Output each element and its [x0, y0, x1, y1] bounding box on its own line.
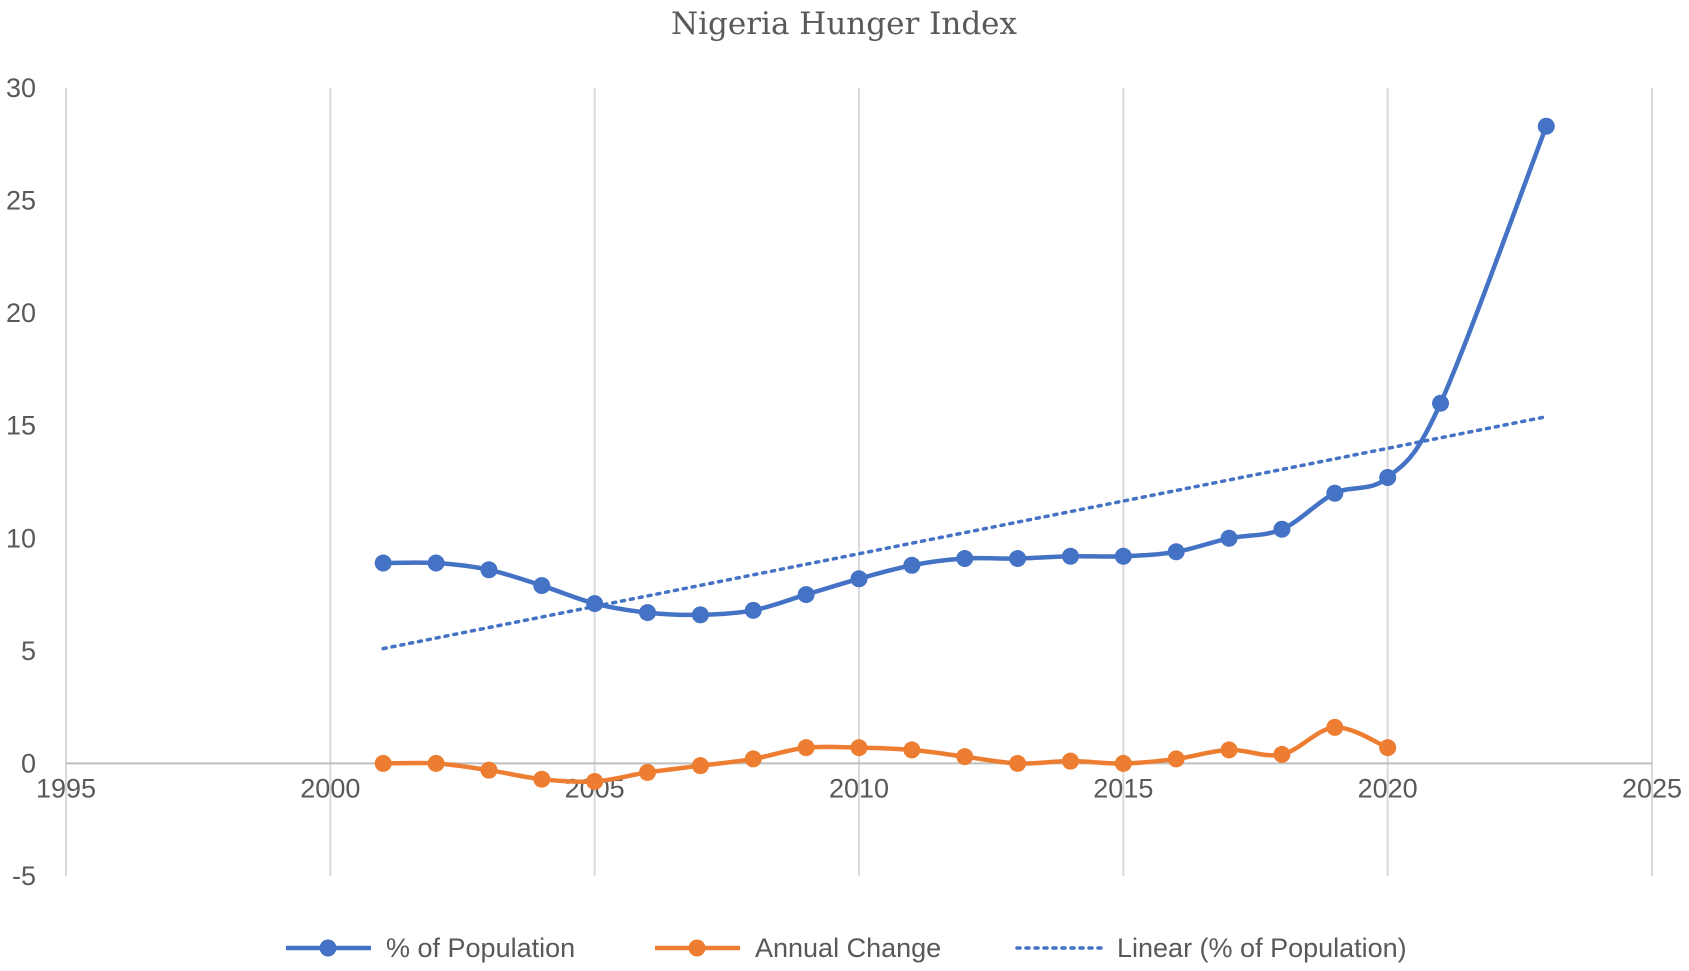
annual-change-point	[639, 763, 657, 781]
chart-title: Nigeria Hunger Index	[671, 6, 1018, 42]
population-point	[1537, 117, 1555, 135]
y-tick-label: 10	[6, 523, 36, 553]
annual-change-point	[1061, 752, 1079, 770]
population-line	[383, 125, 1549, 618]
annual-change-point	[1114, 754, 1132, 772]
axes: 1995200020052010201520202025-50510152025…	[6, 73, 1682, 891]
x-tick-label: 2015	[1093, 773, 1153, 803]
population-point	[586, 595, 604, 613]
annual-change-point	[1326, 718, 1344, 736]
annual-change-point	[533, 770, 551, 788]
series-population	[374, 117, 1555, 624]
annual-change-point	[1009, 754, 1027, 772]
y-tick-label: -5	[12, 861, 36, 891]
legend-item-population: % of Population	[286, 933, 575, 963]
y-tick-label: 15	[6, 411, 36, 441]
annual-change-point	[850, 739, 868, 757]
population-point	[1432, 394, 1450, 412]
annual-change-point	[691, 757, 709, 775]
x-tick-label: 2025	[1622, 773, 1682, 803]
population-point	[850, 570, 868, 588]
y-tick-label: 30	[6, 73, 36, 103]
population-point	[744, 601, 762, 619]
population-point	[427, 554, 445, 572]
annual-change-point	[427, 754, 445, 772]
grid	[65, 88, 1653, 876]
annual-change-point	[744, 750, 762, 768]
annual-change-point	[374, 754, 392, 772]
legend-item-trendline: Linear (% of Population)	[1015, 933, 1407, 963]
y-tick-label: 20	[6, 298, 36, 328]
annual-change-point	[1379, 739, 1397, 757]
legend-swatch-marker	[319, 939, 337, 957]
population-point	[691, 606, 709, 624]
trendline-line	[381, 414, 1549, 651]
x-tick-label: 2020	[1358, 773, 1418, 803]
population-point	[956, 550, 974, 568]
series-trendline	[381, 414, 1549, 651]
series-annual-change	[374, 718, 1397, 790]
annual-change-point	[956, 748, 974, 766]
population-point	[1379, 468, 1397, 486]
population-point	[797, 586, 815, 604]
annual-change-point	[480, 761, 498, 779]
population-point	[1114, 547, 1132, 565]
legend-label: Annual Change	[755, 933, 941, 963]
legend-item-annual-change: Annual Change	[655, 933, 941, 963]
x-tick-label: 1995	[36, 773, 96, 803]
x-tick-label: 2000	[300, 773, 360, 803]
population-point	[903, 556, 921, 574]
annual-change-point	[1220, 741, 1238, 759]
y-tick-label: 5	[21, 636, 36, 666]
annual-change-point	[1273, 745, 1291, 763]
y-tick-label: 0	[21, 748, 36, 778]
population-point	[1220, 529, 1238, 547]
y-tick-label: 25	[6, 186, 36, 216]
population-point	[1009, 550, 1027, 568]
annual-change-point	[903, 741, 921, 759]
population-point	[1326, 484, 1344, 502]
legend-label: % of Population	[386, 933, 575, 963]
series-layer	[374, 117, 1555, 790]
annual-change-point	[1167, 750, 1185, 768]
legend: % of Population Annual Change Linear (% of…	[286, 933, 1407, 963]
population-point	[1167, 543, 1185, 561]
population-point	[374, 554, 392, 572]
legend-label: Linear (% of Population)	[1117, 933, 1407, 963]
population-point	[1061, 547, 1079, 565]
population-point	[480, 561, 498, 579]
population-point	[639, 604, 657, 622]
population-point	[1273, 520, 1291, 538]
legend-swatch-marker	[688, 939, 706, 957]
population-point	[533, 577, 551, 595]
x-tick-label: 2010	[829, 773, 889, 803]
annual-change-point	[797, 739, 815, 757]
annual-change-point	[586, 772, 604, 790]
